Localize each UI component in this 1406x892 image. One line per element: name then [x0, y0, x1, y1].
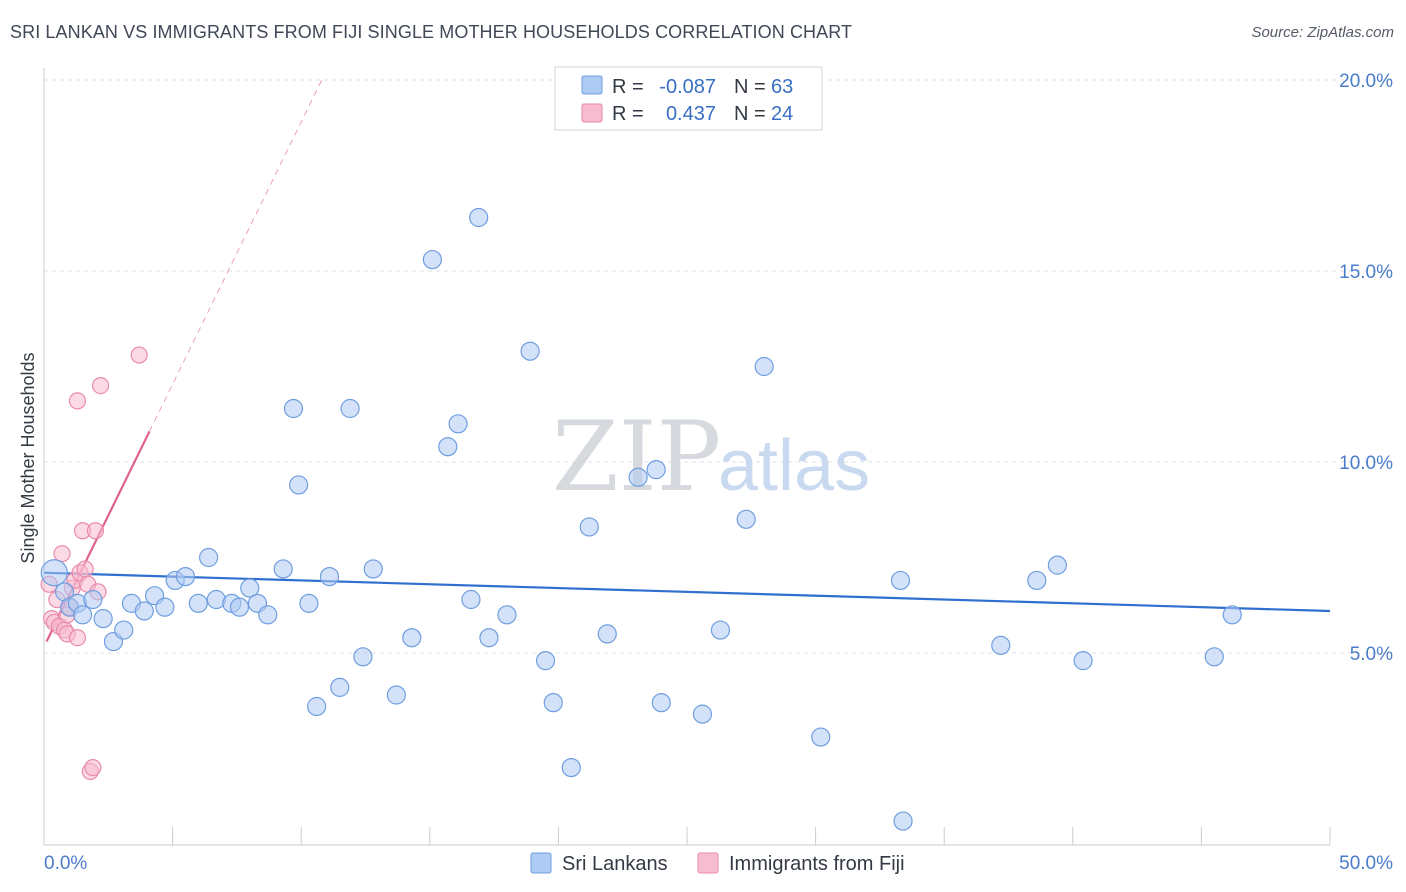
point-sri-lankans	[273, 559, 293, 579]
y-tick-label: 20.0%	[1339, 71, 1393, 92]
point-sri-lankans	[736, 509, 756, 529]
point-sri-lankans	[646, 460, 666, 480]
point-sri-lankans	[40, 559, 68, 587]
x-tick-label-min: 0.0%	[44, 853, 87, 874]
point-sri-lankans	[535, 651, 556, 671]
point-fiji	[86, 522, 105, 540]
trend-lines	[43, 79, 1331, 643]
point-sri-lankans	[93, 609, 113, 629]
x-tick-labels: 0.0% 50.0%	[44, 853, 1393, 874]
point-sri-lankans	[579, 517, 599, 537]
point-sri-lankans	[229, 597, 250, 617]
legend-bottom-swatch-fiji	[697, 852, 719, 874]
point-sri-lankans	[811, 727, 831, 747]
axes	[43, 68, 1331, 846]
point-sri-lankans	[1027, 570, 1047, 591]
point-sri-lankans	[83, 589, 103, 610]
point-sri-lankans	[479, 628, 499, 648]
x-tick-label-max: 50.0%	[1339, 853, 1393, 874]
grid-lines	[44, 79, 1393, 654]
point-fiji	[91, 377, 110, 395]
point-sri-lankans	[651, 693, 671, 713]
point-fiji	[53, 545, 71, 563]
legend-bottom-swatch-sri-lankans	[530, 852, 552, 874]
trend-line-sri-lankans	[43, 571, 1331, 613]
point-sri-lankans	[991, 635, 1011, 655]
point-sri-lankans	[363, 559, 383, 579]
y-tick-label: 15.0%	[1339, 262, 1393, 283]
point-sri-lankans	[1204, 647, 1224, 667]
watermark: ZIP atlas	[552, 401, 870, 513]
point-sri-lankans	[299, 593, 319, 613]
point-sri-lankans	[461, 589, 481, 610]
point-sri-lankans	[114, 620, 134, 640]
point-sri-lankans	[692, 704, 713, 724]
watermark-atlas: atlas	[718, 426, 870, 506]
point-sri-lankans	[319, 566, 340, 587]
point-sri-lankans	[469, 207, 489, 228]
data-points	[40, 207, 1242, 831]
legend-bottom-label-sri-lankans: Sri Lankans	[562, 853, 668, 875]
point-sri-lankans	[307, 696, 327, 717]
legend-r-label: R =	[612, 103, 644, 125]
point-sri-lankans	[438, 437, 458, 457]
point-fiji	[76, 560, 94, 578]
point-sri-lankans	[1073, 651, 1093, 671]
legend-bottom-label-fiji: Immigrants from Fiji	[729, 853, 905, 875]
legend-bottom: Sri Lankans Immigrants from Fiji	[530, 852, 905, 875]
chart-title: SRI LANKAN VS IMMIGRANTS FROM FIJI SINGL…	[10, 22, 853, 42]
legend-n-label: N =	[734, 103, 766, 125]
trend-line-fiji-extension	[149, 79, 323, 432]
legend-n-value: 24	[771, 103, 793, 125]
legend-n-value: 63	[771, 76, 793, 98]
legend-r-value: 0.437	[666, 103, 716, 125]
y-tick-label: 5.0%	[1350, 644, 1393, 665]
y-axis-title: Single Mother Households	[18, 352, 38, 563]
point-sri-lankans	[330, 677, 350, 697]
point-sri-lankans	[543, 693, 563, 713]
point-sri-lankans	[240, 578, 260, 598]
point-sri-lankans	[386, 685, 406, 705]
legend-swatch-sri-lankans	[581, 75, 603, 95]
point-sri-lankans	[422, 249, 442, 270]
point-sri-lankans	[199, 547, 219, 568]
point-sri-lankans	[497, 605, 517, 625]
point-sri-lankans	[353, 647, 373, 667]
watermark-zip: ZIP	[552, 401, 721, 513]
point-sri-lankans	[448, 414, 468, 434]
point-sri-lankans	[890, 570, 911, 591]
point-sri-lankans	[754, 356, 774, 377]
point-sri-lankans	[520, 341, 540, 361]
legend-r-label: R =	[612, 76, 644, 98]
legend-r-value: -0.087	[659, 76, 716, 98]
point-sri-lankans	[402, 628, 422, 648]
point-sri-lankans	[893, 811, 913, 831]
point-fiji	[130, 346, 148, 364]
point-sri-lankans	[561, 757, 581, 778]
point-fiji	[84, 758, 102, 777]
legend-top: R = -0.087 N = 63 R = 0.437 N = 24	[554, 66, 823, 131]
point-sri-lankans	[710, 620, 731, 640]
source-label: Source: ZipAtlas.com	[1251, 24, 1394, 41]
point-sri-lankans	[188, 593, 208, 613]
point-sri-lankans	[155, 597, 175, 617]
point-sri-lankans	[72, 605, 93, 625]
point-sri-lankans	[340, 398, 360, 419]
point-sri-lankans	[283, 398, 304, 419]
point-sri-lankans	[258, 605, 278, 625]
point-sri-lankans	[175, 566, 196, 587]
y-tick-label: 10.0%	[1339, 453, 1393, 474]
point-sri-lankans	[1222, 605, 1242, 625]
legend-swatch-fiji	[581, 103, 603, 123]
point-fiji	[68, 392, 87, 410]
point-sri-lankans	[289, 475, 309, 495]
point-sri-lankans	[628, 467, 648, 487]
legend-n-label: N =	[734, 76, 766, 98]
point-fiji	[68, 629, 87, 647]
y-tick-labels: 5.0% 10.0% 15.0% 20.0%	[1339, 71, 1393, 665]
point-sri-lankans	[597, 624, 617, 644]
point-sri-lankans	[1047, 555, 1067, 575]
point-sri-lankans	[134, 601, 154, 621]
